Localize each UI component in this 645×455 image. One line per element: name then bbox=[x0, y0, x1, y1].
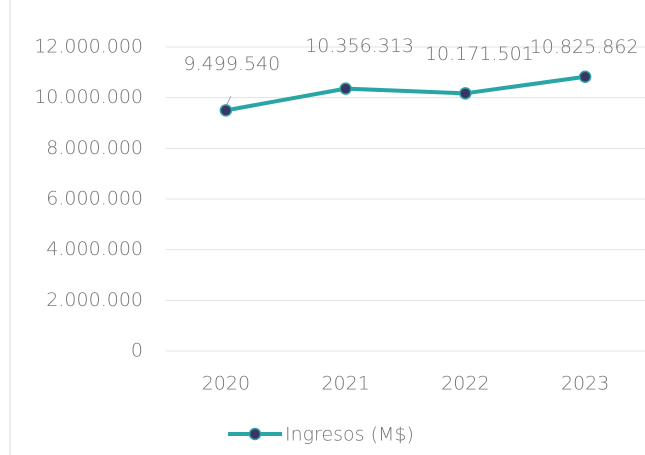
y-tick-label: 8.000.000 bbox=[46, 137, 143, 159]
data-point bbox=[339, 82, 352, 95]
x-tick-label: 2021 bbox=[321, 373, 369, 395]
y-tick-label: 2.000.000 bbox=[46, 289, 143, 311]
y-tick-label: 12.000.000 bbox=[34, 36, 143, 58]
x-tick-label: 2022 bbox=[441, 373, 489, 395]
data-label: 9.499.540 bbox=[184, 53, 281, 75]
legend-marker bbox=[248, 427, 262, 441]
data-point bbox=[219, 104, 233, 117]
series-line bbox=[225, 74, 586, 113]
data-point bbox=[459, 87, 472, 100]
leader-line bbox=[226, 96, 232, 105]
legend-label: Ingresos (M$) bbox=[285, 424, 414, 446]
data-label: 10.825.862 bbox=[530, 36, 639, 58]
data-point bbox=[578, 70, 592, 83]
y-tick-label: 6.000.000 bbox=[46, 188, 143, 210]
y-tick-label: 10.000.000 bbox=[34, 86, 143, 108]
y-tick-label: 0 bbox=[131, 340, 143, 362]
x-tick-label: 2023 bbox=[561, 373, 609, 395]
x-tick-label: 2020 bbox=[202, 373, 250, 395]
y-tick-label: 4.000.000 bbox=[46, 238, 143, 260]
data-label: 10.356.313 bbox=[305, 35, 414, 57]
data-label: 10.171.501 bbox=[425, 43, 534, 65]
